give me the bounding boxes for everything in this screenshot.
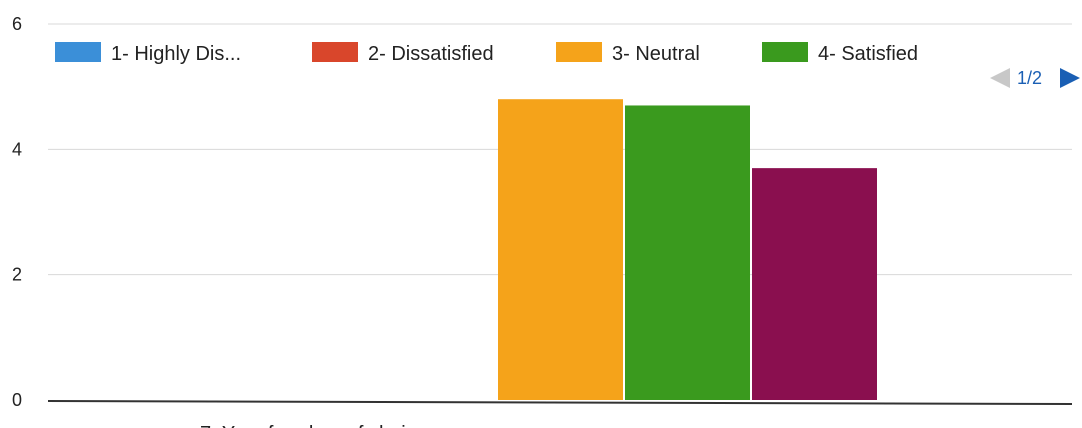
y-tick-label: 2	[12, 265, 22, 285]
bar	[752, 168, 877, 400]
legend: 1- Highly Dis... 2- Dissatisfied 3- Neutra…	[55, 42, 918, 65]
y-tick-label: 0	[12, 390, 22, 410]
y-axis-ticks: 0 2 4 6	[12, 14, 22, 410]
legend-page-indicator: 1/2	[1017, 68, 1042, 88]
legend-pager[interactable]: 1/2	[990, 68, 1080, 88]
legend-label: 4- Satisfied	[818, 43, 918, 65]
legend-swatch	[312, 42, 358, 62]
legend-swatch	[762, 42, 808, 62]
bars	[498, 99, 877, 400]
left-triangle-icon[interactable]	[990, 68, 1010, 88]
legend-swatch	[55, 42, 101, 62]
x-axis-line	[47, 400, 1073, 405]
legend-label: 1- Highly Dis...	[111, 43, 241, 65]
bar	[625, 105, 750, 400]
y-tick-label: 4	[12, 139, 22, 159]
right-triangle-icon[interactable]	[1060, 68, 1080, 88]
legend-label: 3- Neutral	[612, 43, 700, 65]
y-tick-label: 6	[12, 14, 22, 34]
x-axis	[47, 400, 1073, 405]
bar	[498, 99, 623, 400]
legend-swatch	[556, 42, 602, 62]
x-axis-category-labels: 7. Your freedom of choice	[200, 423, 427, 428]
legend-label: 2- Dissatisfied	[368, 43, 494, 65]
x-category-label: 7. Your freedom of choice	[200, 423, 427, 428]
